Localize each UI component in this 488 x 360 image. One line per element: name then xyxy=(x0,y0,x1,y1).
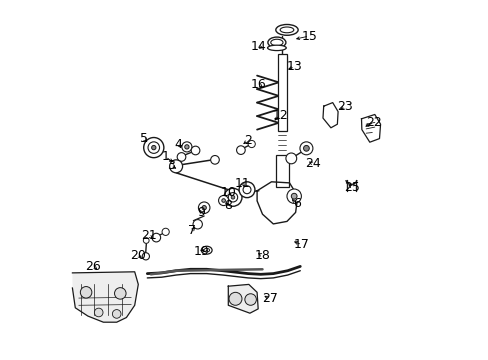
Text: 3: 3 xyxy=(166,159,174,172)
Ellipse shape xyxy=(201,246,212,254)
Polygon shape xyxy=(361,114,380,142)
Text: 24: 24 xyxy=(305,157,320,170)
Circle shape xyxy=(114,288,126,299)
Polygon shape xyxy=(257,182,297,224)
Text: 11: 11 xyxy=(234,177,250,190)
Text: 27: 27 xyxy=(261,292,277,305)
Circle shape xyxy=(291,193,296,199)
Text: 21: 21 xyxy=(141,229,157,242)
Text: 7: 7 xyxy=(188,224,196,237)
Circle shape xyxy=(285,153,296,164)
Circle shape xyxy=(162,228,169,235)
Text: 13: 13 xyxy=(286,60,302,73)
Text: 6: 6 xyxy=(292,197,300,210)
Circle shape xyxy=(143,138,163,158)
Circle shape xyxy=(148,142,159,153)
Bar xyxy=(280,56,286,69)
Text: 2: 2 xyxy=(244,134,251,147)
Circle shape xyxy=(239,182,254,198)
Circle shape xyxy=(177,153,185,161)
Circle shape xyxy=(182,142,192,152)
Circle shape xyxy=(142,253,149,260)
Polygon shape xyxy=(322,103,337,128)
Text: 14: 14 xyxy=(250,40,266,53)
Circle shape xyxy=(210,156,219,164)
Text: 19: 19 xyxy=(193,246,209,258)
Text: 5: 5 xyxy=(140,132,147,145)
Circle shape xyxy=(193,220,202,229)
Ellipse shape xyxy=(270,39,283,46)
Circle shape xyxy=(169,160,182,173)
Ellipse shape xyxy=(275,24,298,35)
Text: 1: 1 xyxy=(161,150,169,163)
Circle shape xyxy=(94,308,103,317)
Polygon shape xyxy=(72,272,138,322)
Circle shape xyxy=(228,193,237,202)
Text: 22: 22 xyxy=(366,116,381,129)
Polygon shape xyxy=(228,284,258,313)
Circle shape xyxy=(231,195,234,199)
Text: 12: 12 xyxy=(272,109,288,122)
Circle shape xyxy=(198,202,209,213)
Circle shape xyxy=(299,142,312,155)
Circle shape xyxy=(236,146,244,154)
Text: 16: 16 xyxy=(250,78,266,91)
Circle shape xyxy=(143,238,149,243)
Circle shape xyxy=(247,140,255,148)
Text: 10: 10 xyxy=(220,186,236,199)
Text: 23: 23 xyxy=(337,100,352,113)
Circle shape xyxy=(303,145,309,151)
Text: 17: 17 xyxy=(294,238,309,251)
Text: 9: 9 xyxy=(197,206,205,219)
Text: 25: 25 xyxy=(344,181,360,194)
Text: 15: 15 xyxy=(301,30,317,42)
Circle shape xyxy=(228,292,242,305)
Text: 4: 4 xyxy=(174,138,182,150)
Ellipse shape xyxy=(267,45,285,50)
Circle shape xyxy=(80,287,92,298)
Text: 20: 20 xyxy=(130,249,146,262)
Circle shape xyxy=(243,186,250,194)
Circle shape xyxy=(202,206,206,210)
Text: 18: 18 xyxy=(254,249,270,262)
Circle shape xyxy=(244,294,256,305)
Circle shape xyxy=(224,188,242,206)
Text: 8: 8 xyxy=(224,199,232,212)
Circle shape xyxy=(191,146,200,155)
Circle shape xyxy=(286,189,301,203)
Circle shape xyxy=(112,310,121,318)
Circle shape xyxy=(218,195,228,206)
Ellipse shape xyxy=(203,248,209,252)
Bar xyxy=(276,155,288,187)
Bar xyxy=(277,54,286,131)
Circle shape xyxy=(184,145,189,149)
Circle shape xyxy=(152,233,160,242)
Circle shape xyxy=(151,145,156,150)
Text: 26: 26 xyxy=(85,260,101,273)
Ellipse shape xyxy=(280,27,293,33)
Ellipse shape xyxy=(267,37,285,48)
Circle shape xyxy=(222,199,225,202)
